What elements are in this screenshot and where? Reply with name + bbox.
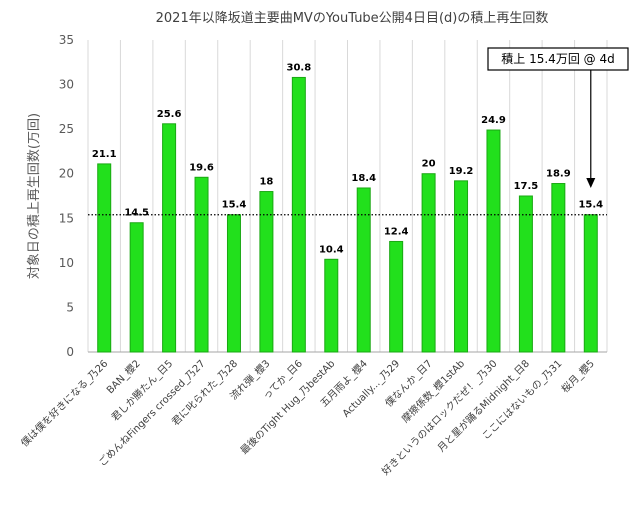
- data-label: 15.4: [578, 200, 603, 211]
- bar: [324, 258, 339, 353]
- bar: [162, 123, 177, 353]
- data-label: 20: [422, 159, 436, 170]
- y-tick-label: 35: [59, 33, 74, 47]
- x-tick-label: 僕は僕を好きになる_乃26: [18, 357, 110, 449]
- data-label: 19.2: [449, 166, 474, 177]
- data-label: 12.4: [384, 226, 409, 237]
- x-tick-label: 桜月_櫻5: [558, 357, 596, 395]
- data-label: 15.4: [222, 200, 247, 211]
- y-tick-label: 15: [59, 211, 74, 225]
- bar: [551, 183, 566, 353]
- y-ticks: 0 5 10 15 20 25 30 35: [59, 33, 74, 359]
- y-axis-label: 対象日の積上再生回数(万回): [27, 113, 42, 279]
- y-tick-label: 30: [59, 78, 74, 92]
- bar: [226, 214, 241, 353]
- bar: [583, 214, 598, 353]
- gridlines: [87, 40, 608, 353]
- bar: [421, 173, 436, 353]
- data-label: 30.8: [287, 62, 312, 73]
- bar: [486, 129, 501, 353]
- bar: [389, 240, 404, 353]
- bar: [356, 187, 371, 353]
- y-tick-label: 20: [59, 167, 74, 181]
- x-tick-label: Actually..._乃29: [341, 358, 402, 419]
- bar: [194, 176, 209, 353]
- data-label: 18: [259, 177, 273, 188]
- data-label: 14.5: [124, 208, 149, 219]
- bars: 21.1 14.5 25.6 19.6 15.4 18 30.8 10.4 18.4 12.4 20…: [92, 62, 603, 353]
- callout-text: 積上 15.4万回 @ 4d: [501, 51, 614, 66]
- y-tick-label: 0: [66, 345, 74, 359]
- bar: [259, 191, 274, 353]
- data-label: 18.9: [546, 169, 571, 180]
- y-tick-label: 25: [59, 122, 74, 136]
- data-label: 24.9: [481, 115, 506, 126]
- bar: [97, 163, 112, 353]
- callout: 積上 15.4万回 @ 4d: [487, 47, 629, 188]
- callout-arrow-head: [586, 178, 596, 188]
- data-label: 19.6: [189, 162, 214, 173]
- data-label: 10.4: [319, 244, 344, 255]
- callout-box: [487, 47, 629, 71]
- data-label: 21.1: [92, 149, 117, 160]
- data-label: 17.5: [514, 181, 539, 192]
- y-tick-label: 10: [59, 256, 74, 270]
- x-tick-label: 好きというのはロックだぜ！_乃30: [380, 358, 500, 478]
- bar: [518, 195, 533, 353]
- x-ticks: 僕は僕を好きになる_乃26BAN_櫻2君しか勝たん_日5ごめんねFingers …: [18, 357, 597, 478]
- chart-title: 2021年以降坂道主要曲MVのYouTube公開4日目(d)の積上再生回数: [156, 11, 549, 26]
- bar: [454, 180, 469, 353]
- data-label: 18.4: [351, 173, 376, 184]
- bar: [129, 222, 144, 353]
- data-label: 25.6: [157, 109, 182, 120]
- y-tick-label: 5: [66, 300, 74, 314]
